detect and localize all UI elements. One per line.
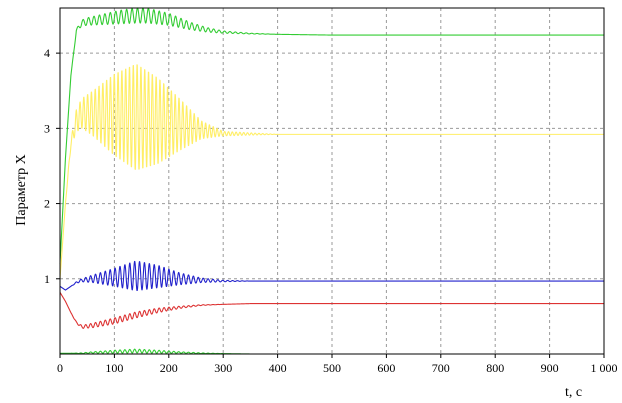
grid-layer [60, 8, 604, 354]
x-tick-label: 700 [432, 361, 450, 375]
y-tick-label: 1 [44, 272, 50, 286]
series-layer [59, 7, 605, 355]
series-line-5 [59, 348, 251, 355]
x-tick-label: 400 [269, 361, 287, 375]
x-tick-label: 1 000 [591, 361, 618, 375]
y-axis: 1 2 3 4 [44, 46, 60, 286]
series-line-3 [59, 260, 605, 292]
y-axis-label: Параметр X [14, 154, 29, 226]
series-line-2 [59, 64, 605, 279]
y-tick-label: 4 [44, 46, 50, 60]
x-axis-label: t, c [565, 385, 582, 400]
x-tick-label: 200 [160, 361, 178, 375]
series-line-4 [59, 292, 605, 329]
x-tick-label: 100 [105, 361, 123, 375]
series-line-1 [59, 7, 605, 264]
x-tick-label: 900 [541, 361, 559, 375]
y-tick-label: 3 [44, 121, 50, 135]
x-axis: 0 100 200 300 400 500 600 700 800 900 1 000 [57, 354, 618, 375]
x-tick-label: 800 [486, 361, 504, 375]
y-tick-label: 2 [44, 197, 50, 211]
x-tick-label: 300 [214, 361, 232, 375]
x-tick-label: 500 [323, 361, 341, 375]
x-tick-label: 600 [377, 361, 395, 375]
x-tick-label: 0 [57, 361, 63, 375]
